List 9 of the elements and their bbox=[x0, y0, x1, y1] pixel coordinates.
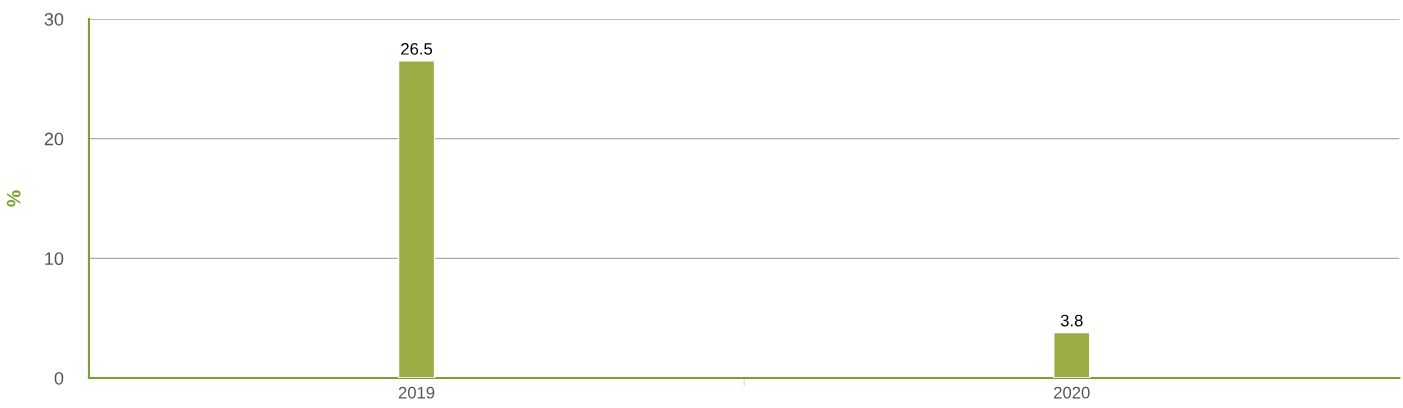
y-tick-label: 10 bbox=[45, 252, 64, 266]
y-tick-label: 0 bbox=[54, 371, 64, 385]
x-tick-label: 2019 bbox=[398, 386, 435, 399]
data-label: 3.8 bbox=[1060, 314, 1083, 327]
y-tick-label: 30 bbox=[44, 12, 64, 26]
y-axis-title: % bbox=[6, 190, 21, 207]
y-tick-label: 20 bbox=[44, 132, 64, 146]
data-label: 26.5 bbox=[401, 42, 433, 55]
x-tick-label: 2020 bbox=[1054, 386, 1090, 399]
